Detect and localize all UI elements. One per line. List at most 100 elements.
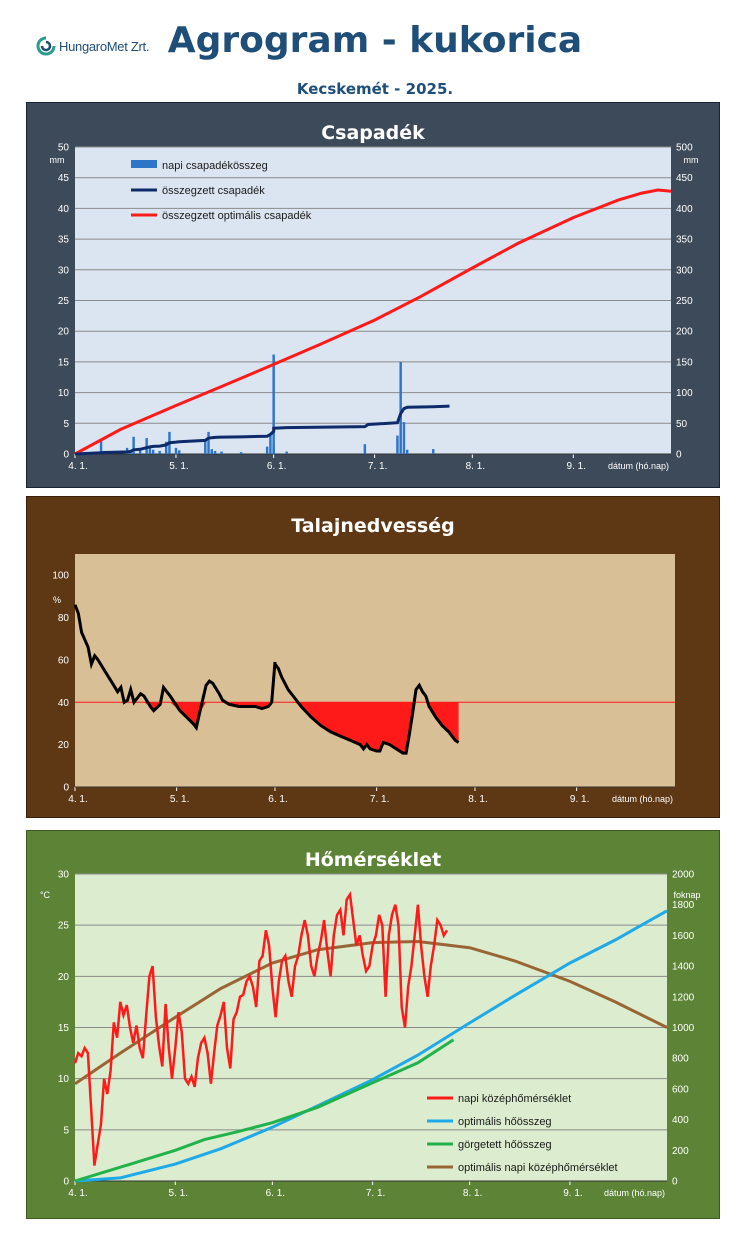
x-tick-label: 4. 1. bbox=[68, 1188, 87, 1199]
x-tick-label: 8. 1. bbox=[468, 794, 487, 805]
y2-tick-label: 1800 bbox=[672, 900, 695, 911]
y-tick-label: 50 bbox=[58, 143, 70, 154]
hungaromet-logo: HungaroMet Zrt. bbox=[36, 36, 149, 56]
y2-unit-label: mm bbox=[684, 155, 699, 165]
cumulative-precip-line bbox=[74, 404, 450, 456]
y-tick-label: 100 bbox=[52, 571, 69, 582]
soil-moisture-panel: Talajnedvesség 0 20 40 60 80 100% 4. 1. 5. 1. 6. … bbox=[26, 496, 720, 818]
precip-bar bbox=[432, 449, 435, 454]
y-unit-label: °C bbox=[40, 890, 51, 900]
precip-bar bbox=[138, 449, 142, 454]
y2-tick-label: 200 bbox=[676, 327, 693, 338]
precip-bar bbox=[204, 440, 207, 454]
legend-entry: összegzett optimális csapadék bbox=[162, 210, 312, 222]
x-tick-label: 4. 1. bbox=[68, 794, 87, 805]
y-tick-label: 40 bbox=[58, 204, 70, 215]
y2-unit-label: foknap bbox=[673, 890, 700, 900]
y2-tick-label: 150 bbox=[676, 357, 693, 368]
precip-bar bbox=[158, 450, 161, 454]
optimal-cumulative-precip-line bbox=[74, 188, 672, 456]
x-tick-label: 7. 1. bbox=[368, 461, 387, 472]
chart-title: Talajnedvesség bbox=[291, 515, 455, 537]
y-tick-label: 30 bbox=[58, 265, 70, 276]
soil-moisture-line bbox=[73, 604, 460, 755]
legend-entry: napi középhőmérséklet bbox=[458, 1093, 571, 1105]
x-axis-label: dátum (hó.nap) bbox=[608, 461, 669, 471]
optimal-heat-sum-line bbox=[74, 909, 668, 1183]
page-subtitle: Kecskemét - 2025. bbox=[296, 80, 454, 98]
y-tick-label: 25 bbox=[58, 296, 70, 307]
y2-tick-label: 200 bbox=[672, 1146, 689, 1157]
y-tick-label: 45 bbox=[58, 173, 70, 184]
soil-moisture-chart: Talajnedvesség 0 20 40 60 80 100% 4. 1. 5. 1. 6. … bbox=[52, 515, 675, 805]
precip-bar bbox=[164, 441, 168, 454]
y2-tick-label: 1600 bbox=[672, 931, 695, 942]
rolling-heat-sum-line bbox=[74, 1038, 455, 1183]
y2-tick-label: 0 bbox=[672, 1177, 678, 1188]
y2-tick-label: 800 bbox=[672, 1054, 689, 1065]
x-axis-label: dátum (hó.nap) bbox=[612, 794, 673, 804]
y-tick-label: 25 bbox=[58, 921, 70, 932]
precipitation-panel: Csapadék 0 5 10 15 20 25 30 35 40 45 50 0 50 100 150 200… bbox=[26, 102, 720, 488]
precip-bar bbox=[99, 440, 103, 454]
y-tick-label: 10 bbox=[58, 1074, 70, 1085]
precip-bar bbox=[396, 435, 399, 454]
precip-bar bbox=[207, 431, 210, 454]
precip-bar bbox=[363, 444, 367, 454]
precip-bar bbox=[272, 447, 275, 454]
precip-bar bbox=[213, 450, 217, 454]
y-tick-label: 15 bbox=[58, 357, 70, 368]
y-tick-label: 80 bbox=[58, 613, 70, 624]
precip-bar bbox=[402, 422, 406, 454]
legend-swatch bbox=[131, 160, 157, 168]
precip-bar bbox=[272, 354, 275, 454]
precip-bar bbox=[285, 451, 288, 454]
y-unit-label: mm bbox=[50, 155, 65, 165]
y-tick-label: 30 bbox=[58, 870, 70, 881]
y2-tick-label: 450 bbox=[676, 173, 693, 184]
y-tick-label: 0 bbox=[63, 450, 69, 461]
x-tick-label: 6. 1. bbox=[267, 461, 286, 472]
legend-entry: napi csapadékösszeg bbox=[162, 160, 268, 172]
precip-bar bbox=[405, 449, 409, 454]
x-tick-label: 8. 1. bbox=[466, 461, 485, 472]
y-tick-label: 0 bbox=[63, 783, 69, 794]
temperature-chart: Hőmérséklet 0 5 10 15 20 25 30 0 200 400 600 800 1000… bbox=[40, 849, 701, 1199]
y2-tick-label: 0 bbox=[676, 450, 682, 461]
y2-tick-label: 250 bbox=[676, 296, 693, 307]
y2-tick-label: 500 bbox=[676, 143, 693, 154]
y-tick-label: 10 bbox=[58, 388, 70, 399]
precip-bar bbox=[239, 452, 243, 454]
precip-bar bbox=[145, 438, 148, 454]
legend-entry: optimális napi középhőmérséklet bbox=[458, 1162, 618, 1174]
x-tick-label: 5. 1. bbox=[169, 1188, 188, 1199]
chart-title: Hőmérséklet bbox=[305, 849, 441, 871]
y2-tick-label: 100 bbox=[676, 388, 693, 399]
y-tick-label: 5 bbox=[63, 419, 69, 430]
y2-tick-label: 350 bbox=[676, 235, 693, 246]
x-tick-label: 9. 1. bbox=[563, 1188, 582, 1199]
temperature-panel: Hőmérséklet 0 5 10 15 20 25 30 0 200 400 600 800 1000… bbox=[26, 830, 720, 1219]
y2-tick-label: 600 bbox=[672, 1084, 689, 1095]
y-tick-label: 20 bbox=[58, 740, 70, 751]
y-tick-label: 35 bbox=[58, 235, 70, 246]
precip-bar bbox=[265, 446, 269, 454]
y-unit-label: % bbox=[53, 595, 61, 605]
x-tick-label: 9. 1. bbox=[567, 461, 586, 472]
x-tick-label: 5. 1. bbox=[170, 794, 189, 805]
precip-bar bbox=[132, 436, 135, 454]
x-tick-label: 6. 1. bbox=[268, 794, 287, 805]
y2-tick-label: 2000 bbox=[672, 870, 695, 881]
x-tick-label: 6. 1. bbox=[266, 1188, 285, 1199]
logo-text: HungaroMet Zrt. bbox=[59, 38, 150, 54]
x-axis-label: dátum (hó.nap) bbox=[604, 1188, 665, 1198]
x-tick-label: 7. 1. bbox=[366, 1188, 385, 1199]
y-tick-label: 40 bbox=[58, 698, 70, 709]
y2-tick-label: 50 bbox=[676, 419, 688, 430]
x-tick-label: 9. 1. bbox=[570, 794, 589, 805]
y-tick-label: 20 bbox=[58, 972, 70, 983]
chart-title: Csapadék bbox=[321, 122, 425, 144]
precip-bar bbox=[210, 449, 214, 454]
daily-mean-temp-line bbox=[73, 890, 449, 1166]
y-tick-label: 0 bbox=[63, 1177, 69, 1188]
